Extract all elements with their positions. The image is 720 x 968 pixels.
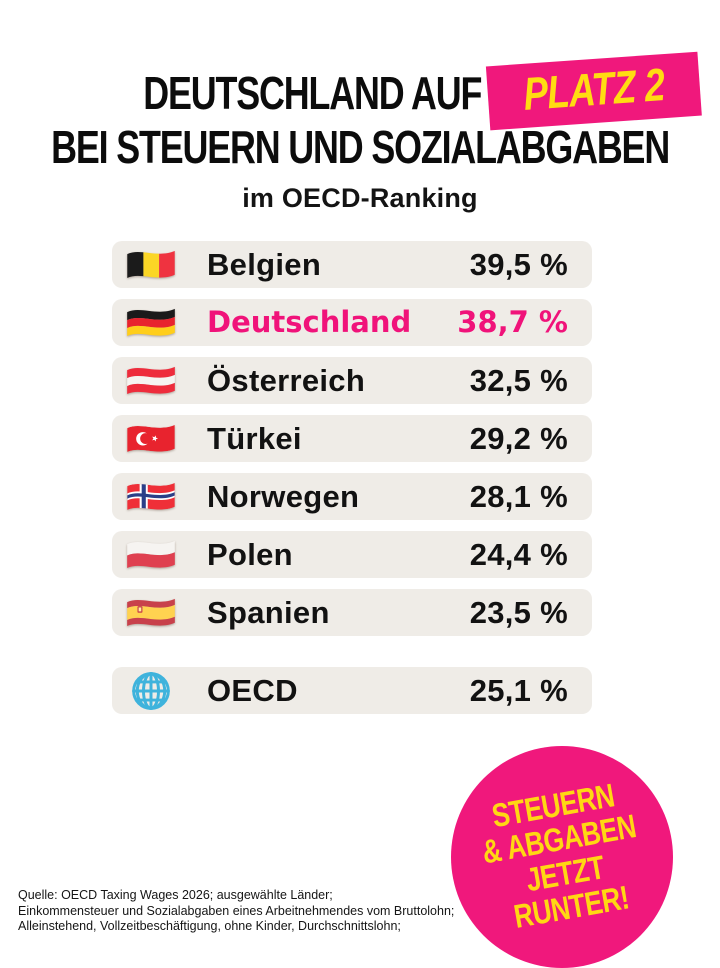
campaign-badge: STEUERN & ABGABEN JETZT RUNTER! [451, 746, 673, 968]
platz2-highlight-box: PLATZ 2 [485, 51, 702, 131]
spain-flag-icon [125, 593, 177, 633]
table-row-spanien: Spanien 23,5 % [112, 589, 592, 636]
norway-flag-icon [125, 477, 177, 517]
country-name: Belgien [207, 247, 322, 282]
page-title-line2: BEI STEUERN UND SOZIALABGABEN [51, 121, 670, 173]
table-row-deutschland: Deutschland 38,7 % [112, 299, 592, 346]
source-line: Alleinstehend, Vollzeitbeschäftigung, oh… [18, 919, 401, 934]
country-name: Österreich [207, 363, 366, 398]
poland-flag-icon [125, 535, 177, 575]
tax-rate-value: 23,5 % [469, 595, 568, 630]
table-row-oesterreich: Österreich 32,5 % [112, 357, 592, 404]
country-name: Polen [207, 537, 293, 572]
tax-rate-value: 38,7 % [457, 305, 568, 339]
title-prefix: DEUTSCHLAND AUF [143, 67, 483, 119]
source-note: Quelle: OECD Taxing Wages 2026; ausgewäh… [18, 888, 458, 935]
table-row-oecd-average: OECD 25,1 % [112, 667, 592, 714]
title-block: DEUTSCHLAND AUF PLATZ 2 BEI STEUERN UND … [0, 51, 720, 214]
page-title-line1: DEUTSCHLAND AUF PLATZ 2 [14, 51, 720, 131]
tax-rate-value: 25,1 % [469, 673, 568, 708]
tax-rate-value: 24,4 % [469, 537, 568, 572]
globe-icon [125, 671, 177, 711]
source-line: Quelle: OECD Taxing Wages 2026; ausgewäh… [18, 888, 333, 902]
turkey-flag-icon [125, 419, 177, 459]
country-name: Norwegen [207, 479, 360, 514]
page-subtitle: im OECD-Ranking [242, 183, 478, 213]
germany-flag-icon [125, 303, 177, 343]
table-row-tuerkei: Türkei 29,2 % [112, 415, 592, 462]
table-row-norwegen: Norwegen 28,1 % [112, 473, 592, 520]
austria-flag-icon [125, 361, 177, 401]
tax-rate-value: 32,5 % [469, 363, 568, 398]
platz2-highlight-text: PLATZ 2 [521, 58, 666, 120]
country-name: Spanien [207, 595, 330, 630]
country-name: Türkei [207, 421, 302, 456]
country-name: OECD [207, 673, 298, 708]
source-line: Einkommensteuer und Sozialabgaben eines … [18, 903, 455, 918]
ranking-list: Belgien 39,5 % Deutschland 38,7 % Österr… [112, 241, 592, 725]
tax-rate-value: 29,2 % [469, 421, 568, 456]
campaign-badge-text: STEUERN & ABGABEN JETZT RUNTER! [479, 776, 639, 936]
country-name: Deutschland [207, 305, 412, 339]
table-row-polen: Polen 24,4 % [112, 531, 592, 578]
tax-rate-value: 39,5 % [469, 247, 568, 282]
belgium-flag-icon [125, 245, 177, 285]
table-row-belgien: Belgien 39,5 % [112, 241, 592, 288]
tax-rate-value: 28,1 % [469, 479, 568, 514]
